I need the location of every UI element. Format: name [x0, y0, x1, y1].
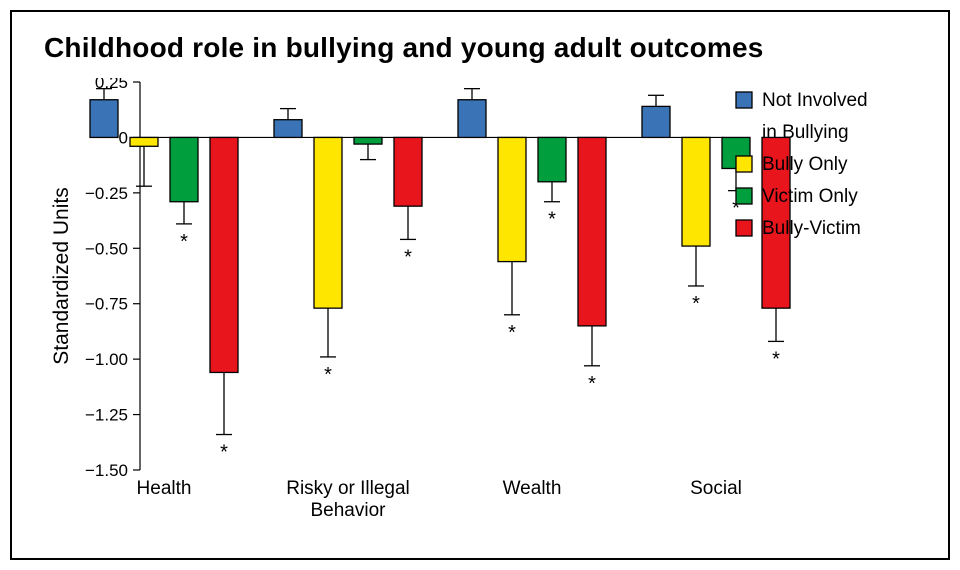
legend-swatch — [736, 92, 752, 108]
legend-swatch — [736, 188, 752, 204]
legend-label: Bully Only — [762, 154, 848, 175]
significance-asterisk: * — [548, 209, 556, 231]
bar-bully_only — [498, 137, 526, 261]
category-label: Behavior — [311, 500, 387, 521]
significance-asterisk: * — [508, 322, 516, 344]
bar-not_involved — [458, 100, 486, 138]
bar-bully_only — [314, 137, 342, 308]
legend-swatch — [736, 220, 752, 236]
y-tick-label: −1.50 — [85, 461, 128, 480]
y-tick-label: −1.00 — [85, 350, 128, 369]
significance-asterisk: * — [404, 246, 412, 268]
y-tick-label: 0.25 — [95, 78, 128, 92]
bar-bully_only — [130, 137, 158, 146]
y-axis-title: Standardized Units — [50, 187, 73, 364]
bar-not_involved — [274, 120, 302, 138]
significance-asterisk: * — [692, 293, 700, 315]
legend-label: Bully-Victim — [762, 218, 861, 239]
significance-asterisk: * — [588, 373, 596, 395]
y-tick-label: 0 — [119, 128, 128, 147]
significance-asterisk: * — [772, 348, 780, 370]
y-tick-label: −0.50 — [85, 239, 128, 258]
bar-bully_victim — [578, 137, 606, 325]
bar-not_involved — [642, 106, 670, 137]
significance-asterisk: * — [324, 364, 332, 386]
bar-not_involved — [90, 100, 118, 138]
bar-victim_only — [354, 137, 382, 144]
significance-asterisk: * — [180, 231, 188, 253]
bar-bully_only — [682, 137, 710, 246]
y-tick-label: −0.75 — [85, 295, 128, 314]
significance-asterisk: * — [220, 442, 228, 464]
bar-bully_victim — [210, 137, 238, 372]
bar-bully_victim — [394, 137, 422, 206]
legend-label: Victim Only — [762, 186, 858, 207]
bar-victim_only — [538, 137, 566, 181]
y-tick-label: −1.25 — [85, 406, 128, 425]
y-tick-label: −0.25 — [85, 184, 128, 203]
category-label: Wealth — [503, 478, 562, 499]
category-label: Social — [690, 478, 742, 499]
category-label: Risky or Illegal — [286, 478, 410, 499]
chart-title: Childhood role in bullying and young adu… — [44, 32, 924, 64]
legend-swatch — [736, 156, 752, 172]
category-label: Health — [137, 478, 192, 499]
legend-label: Not Involved — [762, 90, 868, 111]
legend-label: in Bullying — [762, 122, 849, 143]
bar-victim_only — [170, 137, 198, 201]
chart-area: 0.25 0 −0.25 −0.50 −0.75 −1.00 −1.25 −1.50 Stand… — [36, 78, 924, 538]
